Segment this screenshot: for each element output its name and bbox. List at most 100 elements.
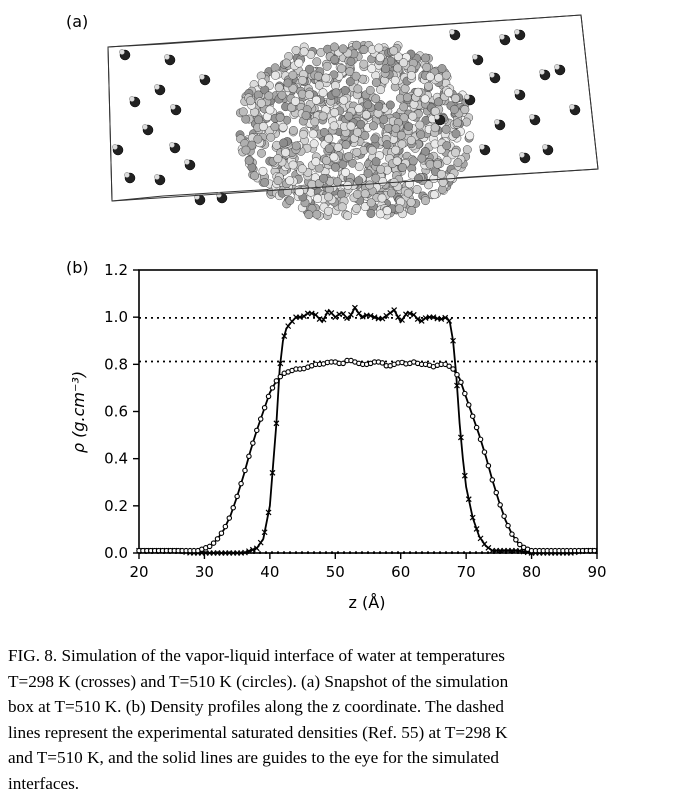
- data-point-cross: [261, 529, 268, 536]
- liquid-molecule: [413, 87, 423, 97]
- liquid-molecule: [391, 145, 401, 155]
- y-tick-label: 0.2: [104, 497, 128, 515]
- y-tick-label: 1.0: [104, 308, 128, 326]
- liquid-molecule: [340, 85, 350, 95]
- liquid-molecule: [389, 46, 399, 56]
- vapor-molecule: [479, 144, 491, 156]
- liquid-molecule: [345, 67, 355, 77]
- liquid-molecule: [324, 134, 334, 144]
- liquid-molecule: [304, 90, 314, 100]
- liquid-molecule: [396, 130, 406, 140]
- liquid-molecule: [369, 121, 378, 131]
- density-profile-chart: 20 30 40 50 60 70 80 90 0.0 0.2 0.4 0.6 0.8 1.0 1.2 z …: [69, 261, 607, 612]
- data-point-circle: [477, 436, 484, 443]
- data-series: [136, 304, 598, 556]
- liquid-molecule: [352, 40, 361, 50]
- liquid-molecule: [277, 90, 287, 100]
- liquid-molecule: [354, 162, 364, 172]
- vapor-molecule: [119, 49, 131, 61]
- vapor-molecule: [489, 72, 501, 84]
- data-point-circle: [261, 404, 268, 411]
- liquid-molecule: [301, 110, 311, 120]
- liquid-molecule: [305, 64, 314, 74]
- liquid-molecule: [381, 64, 391, 74]
- series-line-circles: [139, 358, 597, 552]
- liquid-molecule: [360, 189, 370, 199]
- data-point-circle: [493, 489, 499, 496]
- panel-b-label: (b): [66, 258, 89, 277]
- data-point-cross: [265, 509, 272, 516]
- liquid-molecule: [330, 55, 340, 65]
- x-tick-label: 90: [587, 563, 606, 581]
- liquid-molecule: [290, 96, 300, 106]
- liquid-molecule: [441, 124, 451, 134]
- data-point-cross: [430, 314, 437, 321]
- liquid-molecule: [367, 64, 377, 74]
- liquid-molecule: [285, 196, 295, 206]
- liquid-molecule: [353, 84, 363, 94]
- data-point-cross: [454, 382, 460, 389]
- liquid-molecule: [253, 134, 263, 144]
- liquid-molecule: [363, 100, 373, 110]
- liquid-molecule: [345, 77, 355, 87]
- liquid-molecule: [371, 173, 381, 183]
- liquid-molecule: [299, 129, 308, 139]
- data-point-cross: [395, 314, 402, 321]
- liquid-molecule: [322, 61, 332, 71]
- liquid-molecule: [376, 85, 386, 95]
- liquid-molecule: [442, 155, 452, 165]
- liquid-molecule: [460, 105, 470, 115]
- liquid-molecule: [429, 190, 439, 200]
- data-point-cross: [485, 544, 492, 551]
- data-point-cross: [418, 318, 425, 324]
- liquid-molecule: [258, 122, 268, 132]
- liquid-molecule: [399, 102, 409, 112]
- data-point-circle: [509, 531, 515, 537]
- liquid-molecule: [333, 142, 343, 152]
- liquid-molecule: [343, 211, 353, 221]
- data-point-circle: [462, 390, 468, 397]
- data-point-cross: [446, 318, 453, 324]
- data-point-circle: [254, 427, 260, 434]
- liquid-molecule: [338, 44, 348, 54]
- vapor-molecule: [449, 29, 461, 41]
- vapor-molecule: [154, 174, 166, 186]
- liquid-molecule: [344, 152, 354, 161]
- liquid-molecule: [279, 138, 289, 148]
- caption-line: FIG. 8. Simulation of the vapor-liquid i…: [8, 646, 505, 665]
- data-point-circle: [379, 360, 386, 366]
- liquid-molecule: [310, 117, 320, 127]
- liquid-molecule: [288, 83, 298, 93]
- liquid-molecule: [403, 188, 413, 198]
- data-point-circle: [473, 424, 480, 431]
- liquid-molecule: [314, 80, 324, 90]
- liquid-molecule: [318, 111, 328, 121]
- liquid-molecule: [451, 129, 461, 139]
- liquid-molecule: [352, 147, 362, 157]
- liquid-molecule: [392, 156, 402, 166]
- liquid-molecule: [412, 184, 422, 194]
- liquid-molecule: [258, 166, 268, 176]
- liquid-molecule: [451, 93, 461, 103]
- data-point-cross: [348, 311, 354, 318]
- liquid-molecule: [393, 63, 403, 73]
- data-point-circle: [238, 480, 244, 487]
- liquid-molecule: [339, 95, 349, 105]
- data-point-cross: [469, 514, 476, 521]
- liquid-molecule: [398, 163, 407, 172]
- vapor-molecule: [514, 29, 526, 41]
- liquid-molecule: [329, 121, 339, 131]
- liquid-molecule: [273, 176, 283, 186]
- y-tick-label: 0.0: [104, 544, 128, 562]
- vapor-molecule: [494, 119, 506, 131]
- liquid-molecule: [394, 204, 404, 214]
- liquid-molecule: [281, 148, 291, 158]
- liquid-molecule: [438, 177, 448, 187]
- liquid-molecule: [366, 209, 376, 218]
- vapor-molecule: [142, 124, 154, 136]
- liquid-molecule: [329, 152, 339, 162]
- liquid-molecule: [363, 168, 373, 178]
- liquid-molecule: [406, 197, 416, 207]
- data-point-cross: [281, 333, 288, 339]
- data-point-cross: [399, 317, 405, 323]
